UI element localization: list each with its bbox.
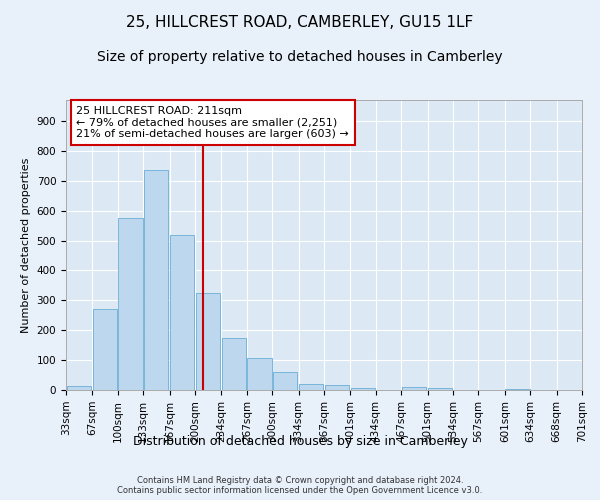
Bar xyxy=(170,234,194,390)
Y-axis label: Number of detached properties: Number of detached properties xyxy=(21,158,31,332)
Bar xyxy=(273,372,297,390)
Bar xyxy=(325,384,349,390)
Bar xyxy=(196,293,220,390)
Text: 25, HILLCREST ROAD, CAMBERLEY, GU15 1LF: 25, HILLCREST ROAD, CAMBERLEY, GU15 1LF xyxy=(127,15,473,30)
Bar xyxy=(505,388,530,390)
Text: Size of property relative to detached houses in Camberley: Size of property relative to detached ho… xyxy=(97,50,503,64)
Bar xyxy=(351,388,375,390)
Bar xyxy=(222,338,246,390)
Bar xyxy=(118,218,143,390)
Bar xyxy=(67,386,91,390)
Bar xyxy=(428,388,452,390)
Bar xyxy=(247,358,272,390)
Bar xyxy=(144,170,168,390)
Bar xyxy=(402,387,426,390)
Bar xyxy=(93,310,117,390)
Text: Distribution of detached houses by size in Camberley: Distribution of detached houses by size … xyxy=(133,435,467,448)
Bar xyxy=(299,384,323,390)
Text: 25 HILLCREST ROAD: 211sqm
← 79% of detached houses are smaller (2,251)
21% of se: 25 HILLCREST ROAD: 211sqm ← 79% of detac… xyxy=(76,106,349,139)
Text: Contains HM Land Registry data © Crown copyright and database right 2024.
Contai: Contains HM Land Registry data © Crown c… xyxy=(118,476,482,495)
